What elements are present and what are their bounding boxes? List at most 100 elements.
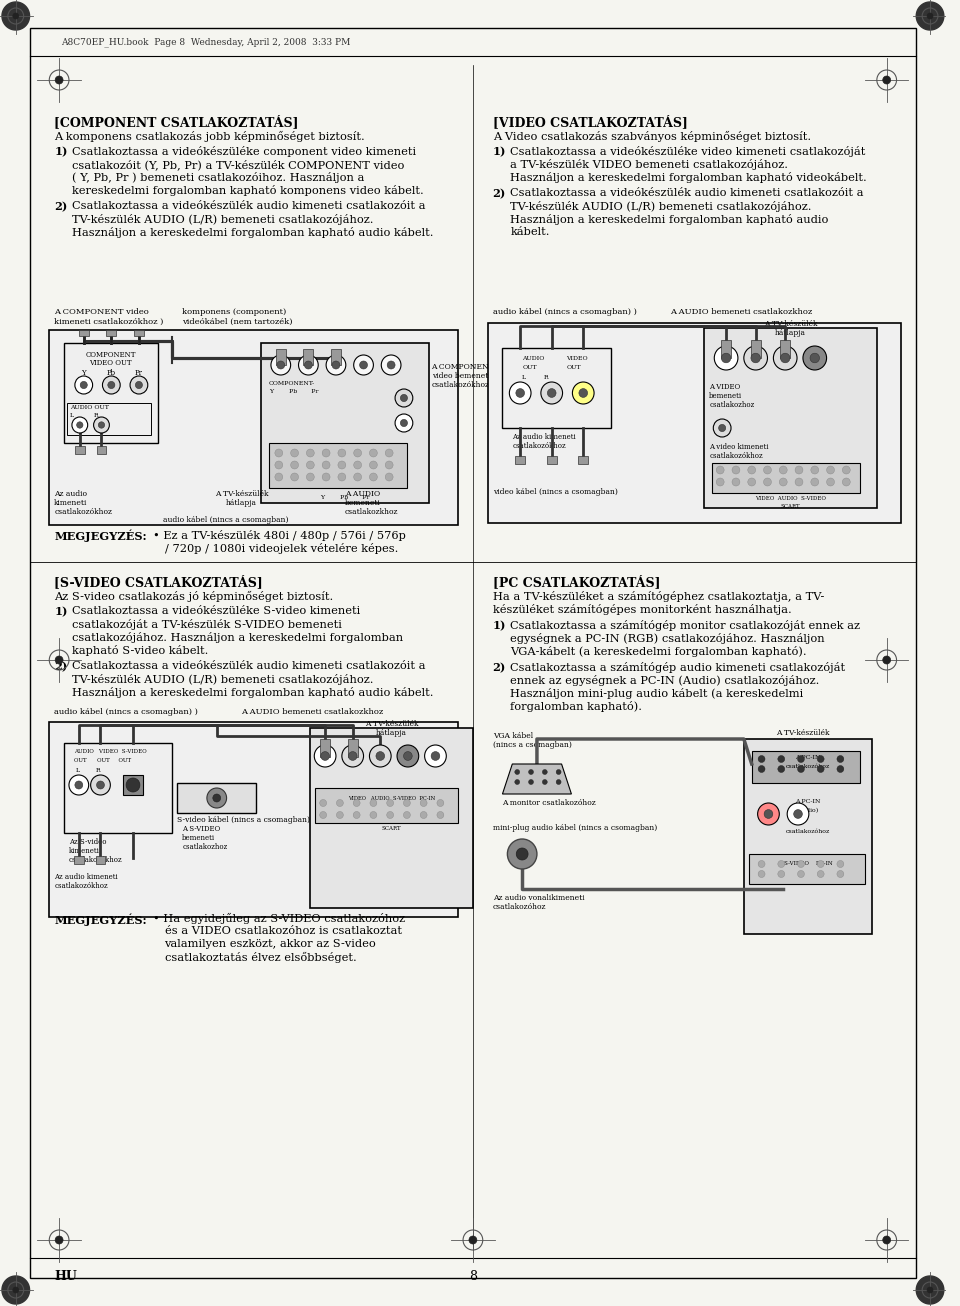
- Text: komponens (component): komponens (component): [182, 308, 286, 316]
- Text: / 720p / 1080i videojelek vételére képes.: / 720p / 1080i videojelek vételére képes…: [164, 543, 397, 554]
- Text: [S-VIDEO CSATLAKOZTATÁS]: [S-VIDEO CSATLAKOZTATÁS]: [54, 575, 263, 589]
- Circle shape: [135, 381, 142, 389]
- Text: Csatlakoztassa a videókészülék audio kimeneti csatlakozóit a: Csatlakoztassa a videókészülék audio kim…: [72, 661, 425, 671]
- Circle shape: [817, 861, 824, 867]
- Bar: [261, 343, 428, 503]
- Text: ( Y, Pb, Pr ) bemeneti csatlakozóihoz. Használjon a: ( Y, Pb, Pr ) bemeneti csatlakozóihoz. H…: [72, 172, 364, 183]
- Text: TV-készülék AUDIO (L/R) bemeneti csatlakozójához.: TV-készülék AUDIO (L/R) bemeneti csatlak…: [72, 214, 373, 225]
- Text: TV-készülék AUDIO (L/R) bemeneti csatlakozójához.: TV-készülék AUDIO (L/R) bemeneti csatlak…: [72, 674, 373, 686]
- Circle shape: [376, 751, 385, 760]
- Circle shape: [883, 656, 891, 663]
- Text: Használjon a kereskedelmi forgalomban kapható audio kábelt.: Használjon a kereskedelmi forgalomban ka…: [72, 227, 433, 238]
- Text: A S-VIDEO: A S-VIDEO: [182, 825, 221, 833]
- Polygon shape: [502, 764, 571, 794]
- Circle shape: [516, 389, 524, 397]
- Text: Az audio kimeneti: Az audio kimeneti: [54, 872, 118, 882]
- Circle shape: [81, 381, 87, 389]
- Text: 1): 1): [492, 620, 506, 631]
- Circle shape: [748, 466, 756, 474]
- Circle shape: [556, 780, 561, 785]
- Circle shape: [798, 755, 804, 763]
- Text: Y        Pb       Pr: Y Pb Pr: [320, 495, 370, 500]
- Circle shape: [837, 765, 844, 773]
- Circle shape: [763, 478, 772, 486]
- Bar: [744, 739, 872, 934]
- Circle shape: [403, 751, 412, 760]
- Bar: [547, 456, 557, 464]
- Bar: [780, 340, 790, 358]
- Circle shape: [98, 422, 105, 428]
- Bar: [79, 330, 88, 336]
- Circle shape: [353, 473, 362, 481]
- Bar: [75, 447, 84, 454]
- Text: csatlakozhoz: csatlakozhoz: [709, 401, 755, 409]
- Text: 8: 8: [468, 1269, 477, 1282]
- Circle shape: [540, 381, 563, 404]
- Text: A Video csatlakozás szabványos képminőséget biztosít.: A Video csatlakozás szabványos képminősé…: [492, 131, 811, 142]
- Circle shape: [69, 774, 88, 795]
- Circle shape: [387, 360, 396, 370]
- Circle shape: [579, 389, 588, 397]
- Text: csatlakozókhoz: csatlakozókhoz: [513, 441, 566, 451]
- Circle shape: [883, 76, 891, 84]
- Text: kapható S-video kábelt.: kapható S-video kábelt.: [72, 645, 208, 656]
- Circle shape: [323, 461, 330, 469]
- Text: A PC-IN: A PC-IN: [795, 755, 821, 760]
- Text: Az audio: Az audio: [54, 490, 87, 498]
- Text: A TV-készülék: A TV-készülék: [365, 720, 419, 727]
- Text: 1): 1): [54, 146, 68, 157]
- Circle shape: [108, 381, 115, 389]
- Circle shape: [757, 803, 780, 825]
- Circle shape: [811, 478, 819, 486]
- Text: audio kábel (nincs a csomagban) ): audio kábel (nincs a csomagban) ): [54, 708, 198, 716]
- Circle shape: [55, 656, 63, 663]
- Bar: [751, 340, 760, 358]
- Circle shape: [55, 76, 63, 84]
- Circle shape: [529, 769, 534, 774]
- Text: A video kimeneti: A video kimeneti: [709, 443, 769, 451]
- Text: AUDIO   VIDEO  S-VIDEO: AUDIO VIDEO S-VIDEO: [74, 750, 147, 754]
- Text: hátlapja: hátlapja: [775, 329, 806, 337]
- Text: A TV-készülék: A TV-készülék: [777, 729, 829, 737]
- Text: csatlakozhoz: csatlakozhoz: [182, 842, 228, 852]
- Circle shape: [556, 769, 561, 774]
- Circle shape: [798, 861, 804, 867]
- Text: S-VIDEO    PC-IN: S-VIDEO PC-IN: [783, 861, 832, 866]
- Circle shape: [516, 848, 528, 859]
- Text: video bemeneti: video bemeneti: [432, 372, 491, 380]
- Circle shape: [12, 1286, 18, 1293]
- Circle shape: [90, 774, 110, 795]
- Bar: [74, 855, 84, 865]
- Text: A AUDIO bemeneti csatlakozkhoz: A AUDIO bemeneti csatlakozkhoz: [241, 708, 384, 716]
- Text: A VIDEO: A VIDEO: [709, 383, 740, 390]
- Bar: [107, 330, 116, 336]
- Circle shape: [716, 466, 724, 474]
- Circle shape: [732, 478, 740, 486]
- Circle shape: [353, 811, 360, 819]
- Circle shape: [55, 1235, 63, 1245]
- Circle shape: [348, 751, 357, 760]
- Circle shape: [780, 478, 787, 486]
- Text: csatlakozókhoz: csatlakozókhoz: [432, 381, 490, 389]
- Text: 1): 1): [54, 606, 68, 616]
- Bar: [749, 854, 865, 884]
- Circle shape: [748, 478, 756, 486]
- Text: A TV-készülék: A TV-készülék: [215, 490, 268, 498]
- Text: videókábel (nem tartozék): videókábel (nem tartozék): [182, 317, 293, 326]
- Circle shape: [420, 811, 427, 819]
- Circle shape: [798, 765, 804, 773]
- Bar: [705, 328, 876, 508]
- Circle shape: [713, 419, 731, 438]
- Circle shape: [798, 871, 804, 878]
- Text: VIDEO OUT: VIDEO OUT: [89, 359, 132, 367]
- Bar: [64, 743, 173, 833]
- Bar: [49, 722, 458, 917]
- Text: audio kábel (nincs a csomagban) ): audio kábel (nincs a csomagban) ): [492, 308, 636, 316]
- Text: Az audio kimeneti: Az audio kimeneti: [513, 434, 576, 441]
- Circle shape: [778, 861, 784, 867]
- Circle shape: [827, 478, 834, 486]
- Text: Csatlakoztassa a videókészüléke component video kimeneti: Csatlakoztassa a videókészüléke componen…: [72, 146, 416, 157]
- Text: csatlakoztatás élvez elsőbbséget.: csatlakoztatás élvez elsőbbséget.: [164, 952, 356, 963]
- Text: (nincs a csomagban): (nincs a csomagban): [492, 741, 571, 750]
- Circle shape: [468, 1235, 477, 1245]
